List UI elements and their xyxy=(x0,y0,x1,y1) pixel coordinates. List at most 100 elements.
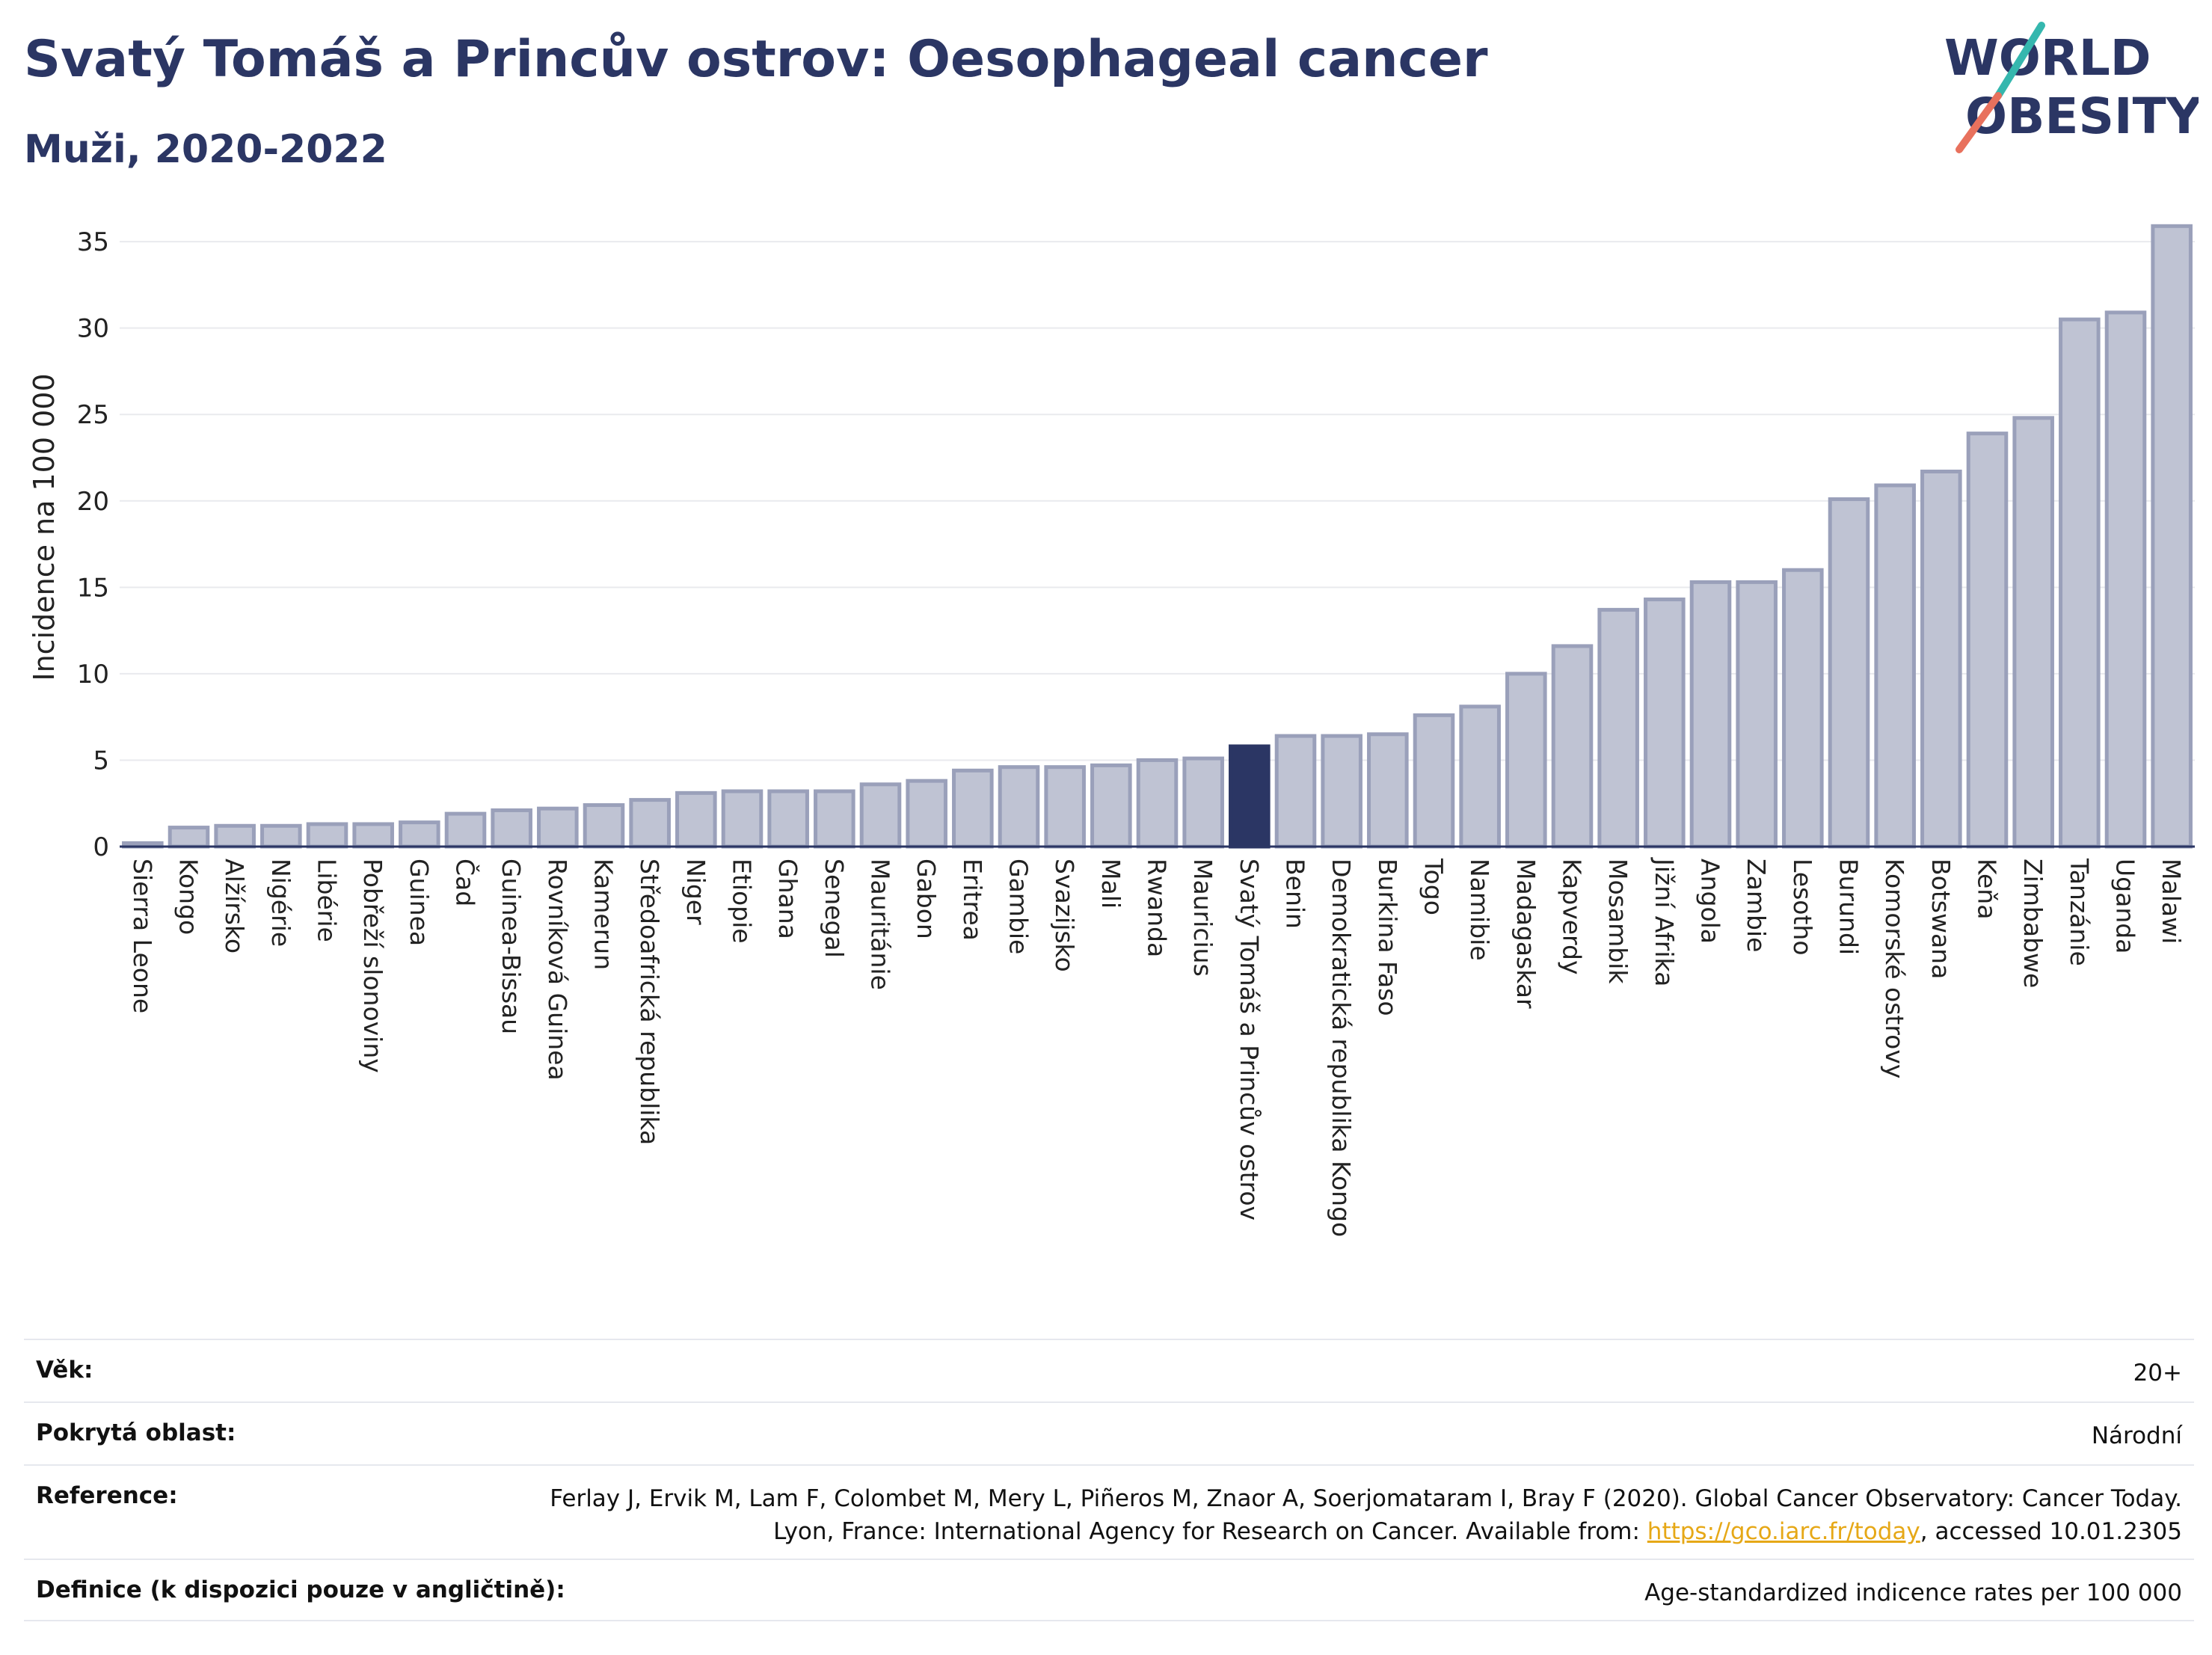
chart-title: Svatý Tomáš a Princův ostrov: Oesophagea… xyxy=(24,30,1488,89)
bar xyxy=(306,822,348,849)
info-label: Definice (k dispozici pouze v angličtině… xyxy=(36,1576,565,1603)
info-row-age: Věk: 20+ xyxy=(24,1339,2194,1401)
bar xyxy=(1274,734,1317,849)
x-tick-label: Rovníková Guinea xyxy=(543,859,572,1081)
reference-accessed: , accessed 10.01.2305 xyxy=(1920,1518,2182,1545)
info-row-coverage: Pokrytá oblast: Národní xyxy=(24,1401,2194,1464)
info-row-reference: Reference: Ferlay J, Ervik M, Lam F, Col… xyxy=(24,1464,2194,1559)
x-tick-label: Keňa xyxy=(1973,859,2002,919)
x-tick-label: Niger xyxy=(681,859,710,925)
bar xyxy=(1321,734,1362,849)
bar xyxy=(537,806,579,849)
x-tick-label: Komorské ostrovy xyxy=(1880,859,1909,1078)
bar xyxy=(168,826,210,849)
x-tick-label: Ghana xyxy=(773,859,802,939)
x-tick-label: Malawi xyxy=(2157,859,2186,944)
x-tick-label: Guinea-Bissau xyxy=(497,859,526,1034)
x-axis-ticks: Sierra Leone Kongo Alžírsko Nigérie Libérie P… xyxy=(128,857,2186,1237)
x-tick-label: Středoafrická republika xyxy=(635,859,664,1145)
x-tick-label: Namibie xyxy=(1465,859,1494,961)
bar xyxy=(721,789,764,849)
bar xyxy=(260,823,302,849)
info-value: Národní xyxy=(2091,1422,2182,1449)
x-tick-label: Mauritánie xyxy=(866,859,895,990)
bar xyxy=(1459,704,1501,849)
bar xyxy=(2059,317,2101,849)
bars xyxy=(122,224,2193,849)
info-label: Reference: xyxy=(36,1482,178,1509)
bar xyxy=(399,820,440,849)
bar xyxy=(2151,224,2193,849)
x-tick-label: Čad xyxy=(451,859,481,906)
x-tick-label: Gabon xyxy=(912,859,941,939)
bar xyxy=(952,768,994,849)
bar xyxy=(1136,758,1179,849)
bar xyxy=(675,790,717,849)
x-tick-label: Burundi xyxy=(1834,859,1864,955)
x-tick-label: Mauricius xyxy=(1188,859,1217,977)
x-tick-label: Guinea xyxy=(405,859,434,946)
x-tick-label: Zimbabwe xyxy=(2018,859,2047,988)
reference-link[interactable]: https://gco.iarc.fr/today xyxy=(1647,1518,1920,1545)
bar xyxy=(2104,310,2147,849)
info-value: Ferlay J, Ervik M, Lam F, Colombet M, Me… xyxy=(500,1482,2182,1548)
y-tick-label: 15 xyxy=(77,573,109,603)
x-tick-label: Kapverdy xyxy=(1558,859,1587,975)
bar xyxy=(1736,580,1778,849)
x-tick-label: Angola xyxy=(1696,859,1725,944)
bar xyxy=(444,811,487,849)
svg-text:OBESITY: OBESITY xyxy=(1965,87,2199,145)
x-tick-label: Svatý Tomáš a Princův ostrov xyxy=(1235,859,1264,1220)
x-tick-label: Botswana xyxy=(1926,859,1956,979)
x-tick-label: Benin xyxy=(1281,859,1310,929)
x-tick-label: Madagaskar xyxy=(1511,859,1540,1009)
y-tick-label: 10 xyxy=(77,660,109,690)
x-tick-label: Gambie xyxy=(1004,859,1033,954)
x-tick-label: Eritrea xyxy=(958,859,987,941)
x-tick-label: Kamerun xyxy=(589,859,618,970)
y-tick-label: 35 xyxy=(77,227,109,257)
bar xyxy=(629,798,671,849)
svg-text:WORLD: WORLD xyxy=(1944,29,2151,87)
bar xyxy=(214,823,256,849)
x-tick-label: Mali xyxy=(1096,859,1125,909)
info-value: 20+ xyxy=(2133,1360,2182,1387)
x-tick-label: Lesotho xyxy=(1788,859,1817,956)
y-tick-label: 5 xyxy=(93,746,109,776)
x-tick-label: Zambie xyxy=(1742,859,1771,952)
info-label: Věk: xyxy=(36,1357,93,1384)
x-tick-label: Libérie xyxy=(313,859,342,942)
x-tick-label: Uganda xyxy=(2111,859,2140,954)
bar xyxy=(1689,580,1732,849)
y-tick-label: 25 xyxy=(77,400,109,430)
bar xyxy=(1182,756,1224,849)
bar xyxy=(2012,416,2054,849)
x-tick-label: Sierra Leone xyxy=(128,859,157,1013)
bar xyxy=(998,765,1040,849)
x-tick-label: Rwanda xyxy=(1143,859,1172,957)
info-label: Pokrytá oblast: xyxy=(36,1419,236,1446)
bar xyxy=(1920,469,1962,849)
y-axis-ticks: 0 5 10 15 20 25 30 35 xyxy=(77,227,109,862)
x-tick-label: Togo xyxy=(1419,858,1448,915)
bar xyxy=(1828,497,1870,849)
bar xyxy=(1367,732,1409,849)
bar xyxy=(1966,432,2009,849)
x-tick-label: Pobřeží slonoviny xyxy=(358,859,387,1073)
world-obesity-logo: WORLD OBESITY xyxy=(1944,22,2199,153)
x-tick-label: Svazijsko xyxy=(1050,859,1079,972)
info-row-definition: Definice (k dispozici pouze v angličtině… xyxy=(24,1559,2194,1621)
bar xyxy=(1090,763,1132,849)
x-tick-label: Senegal xyxy=(820,859,849,958)
y-tick-label: 20 xyxy=(77,487,109,517)
bar xyxy=(1551,644,1594,849)
bar xyxy=(859,782,902,849)
bar xyxy=(767,789,809,849)
bar xyxy=(1782,568,1824,849)
bar-highlight xyxy=(1229,744,1271,849)
x-tick-label: Tanzánie xyxy=(2065,858,2094,966)
x-tick-label: Nigérie xyxy=(266,859,295,947)
x-tick-label: Alžírsko xyxy=(220,859,249,954)
bar xyxy=(583,803,625,849)
y-tick-label: 0 xyxy=(93,832,109,862)
